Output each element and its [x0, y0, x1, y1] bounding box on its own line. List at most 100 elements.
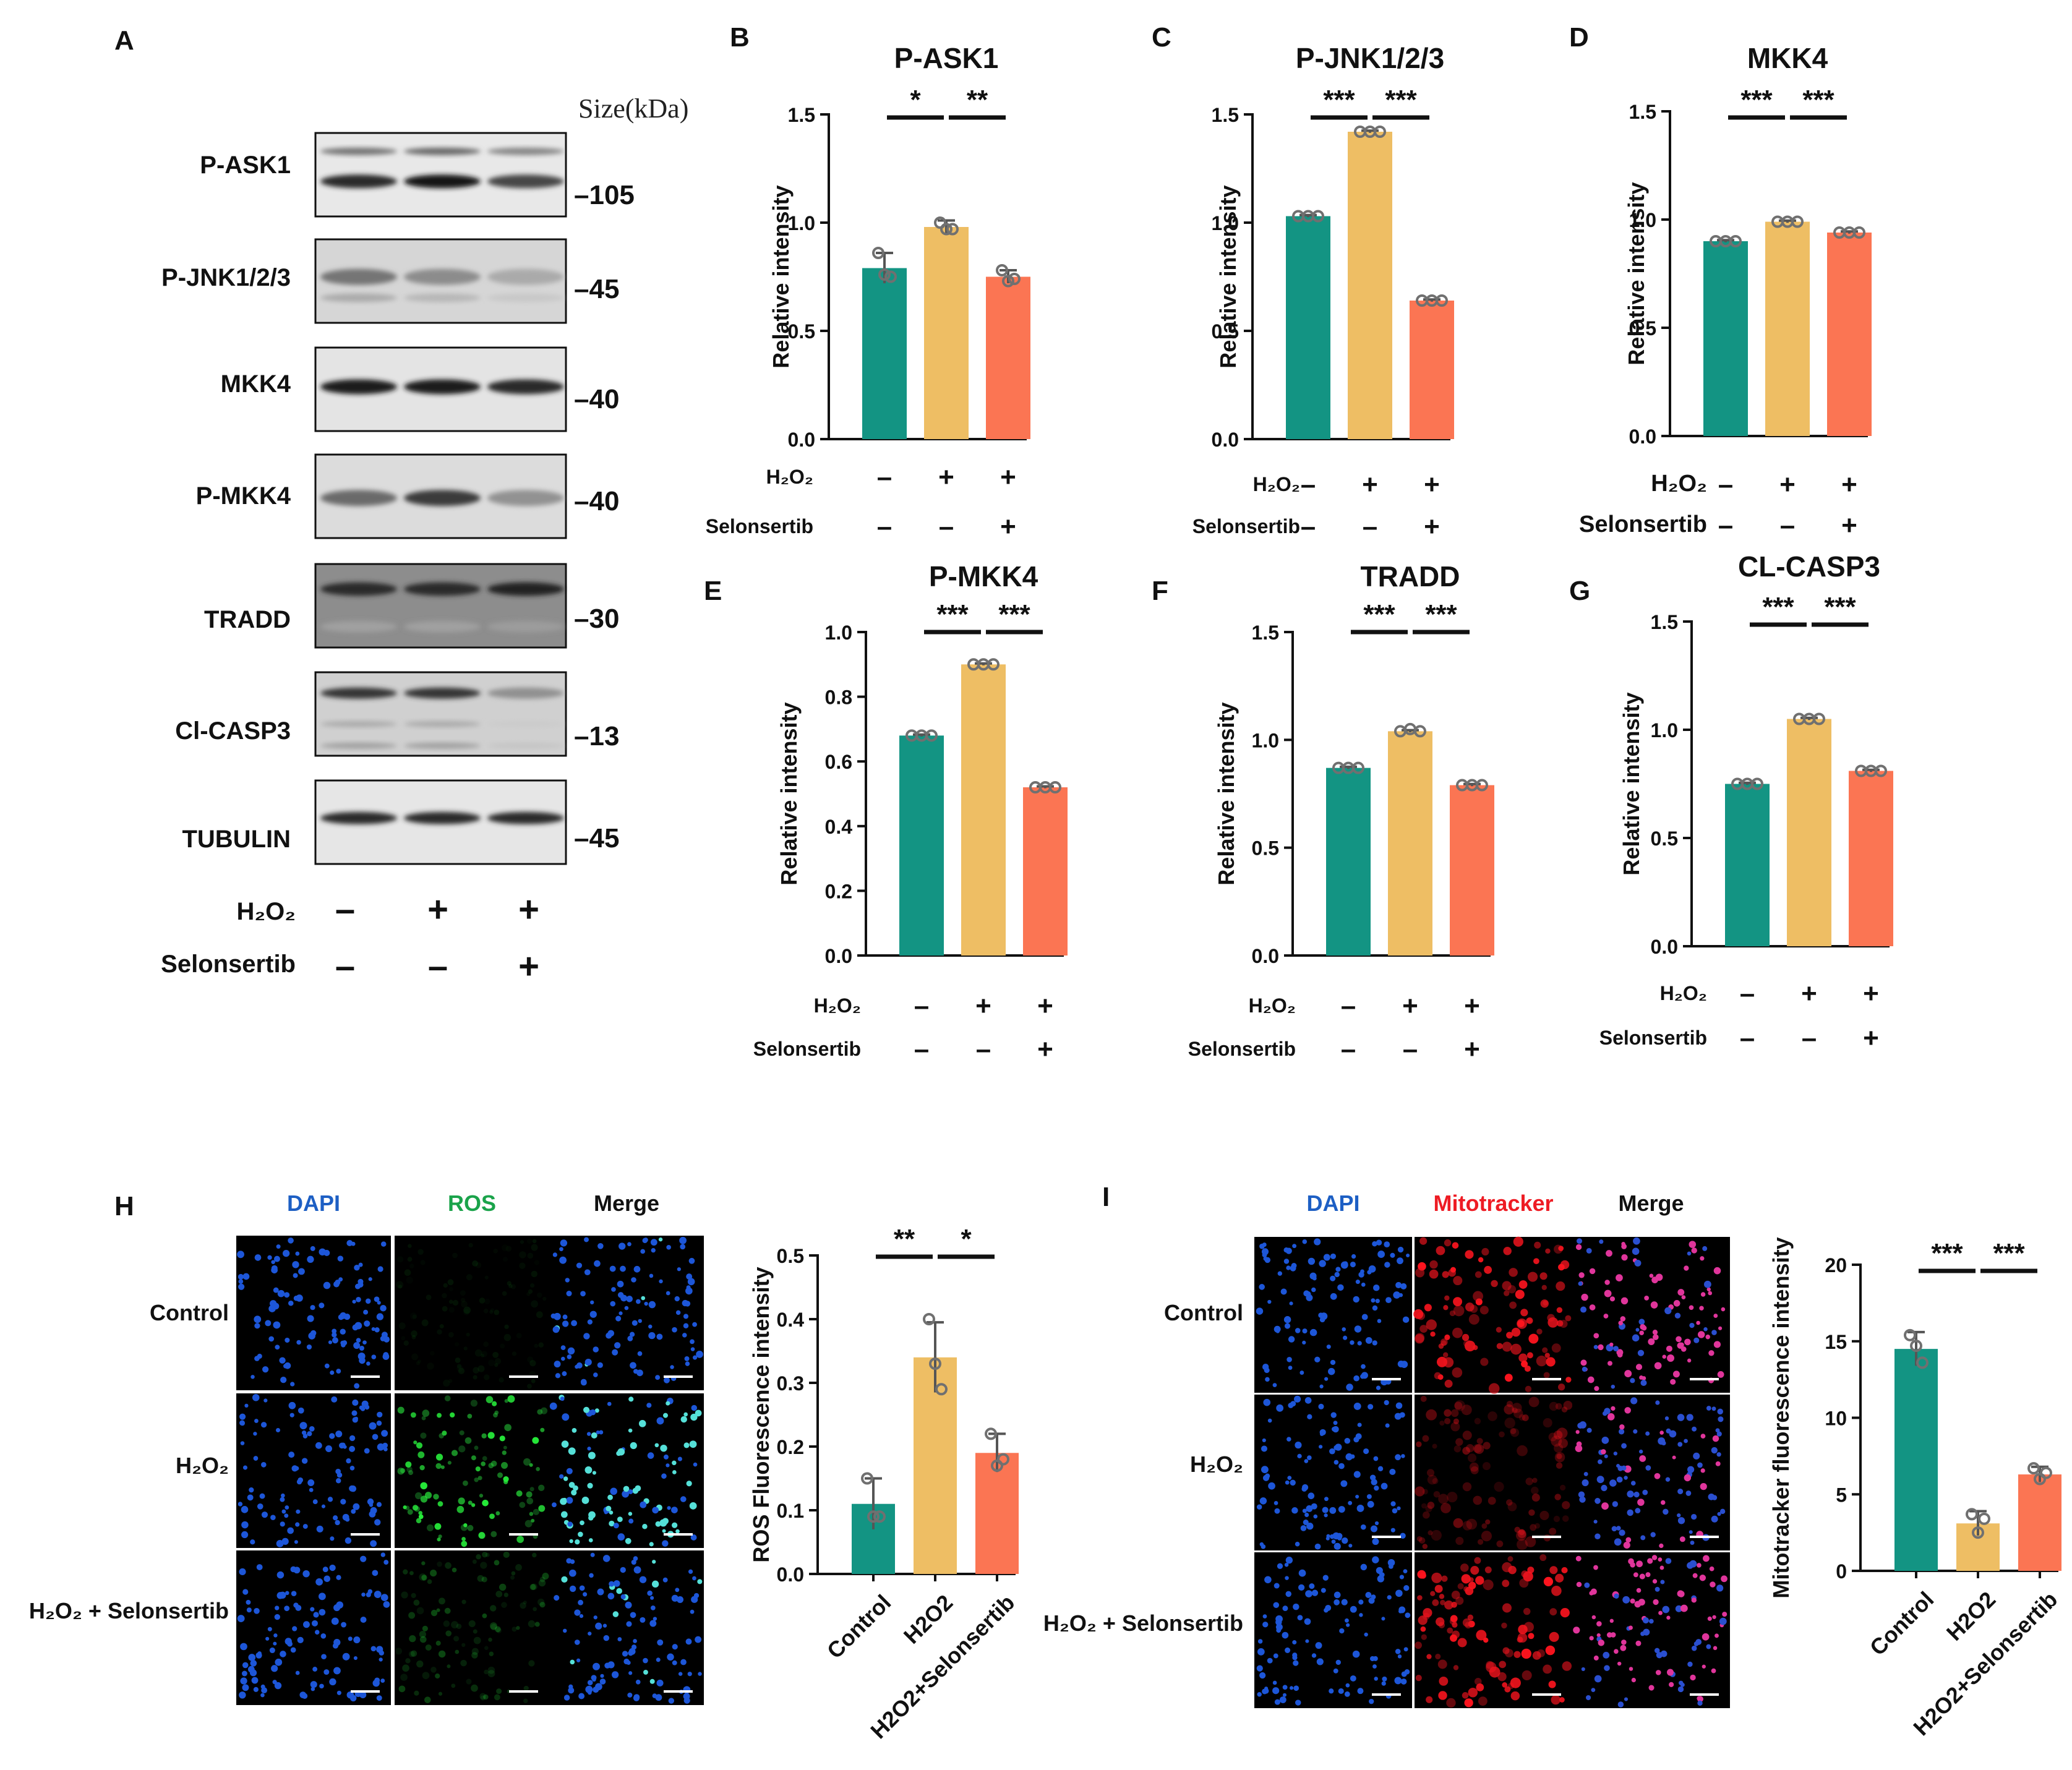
cell [482, 1500, 489, 1507]
cell [1382, 1676, 1387, 1682]
cell [1655, 1400, 1660, 1405]
cell [578, 1531, 583, 1537]
cell [1672, 1455, 1676, 1460]
cell [1548, 1432, 1557, 1442]
cell [1712, 1615, 1716, 1619]
cell [1476, 1630, 1487, 1641]
cell [1397, 1360, 1405, 1367]
selonsertib-label: Selonsertib [1579, 511, 1707, 537]
cell [409, 1263, 414, 1268]
cell [349, 1445, 356, 1452]
cell [460, 1524, 468, 1531]
cell [1517, 1539, 1528, 1550]
cell [1543, 1300, 1548, 1306]
cell [1635, 1364, 1643, 1370]
cell [593, 1346, 599, 1353]
chart-title: TRADD [1361, 560, 1460, 592]
cell [484, 1275, 489, 1280]
cell [1645, 1572, 1651, 1578]
cell [1454, 1400, 1465, 1411]
cell [461, 1301, 468, 1308]
cell [583, 1333, 590, 1340]
cell [620, 1594, 626, 1600]
cell [668, 1698, 675, 1704]
cell [1461, 1574, 1471, 1584]
cell [1632, 1334, 1640, 1342]
cell [407, 1509, 413, 1515]
cell [1302, 1328, 1308, 1334]
cell [1692, 1426, 1697, 1432]
y-axis-label: Relative intensity [1619, 692, 1644, 875]
cell [628, 1511, 633, 1516]
cell [503, 1333, 512, 1341]
data-point [923, 1313, 935, 1325]
cell [348, 1636, 353, 1641]
bar [1787, 719, 1831, 946]
cell [1666, 1615, 1671, 1620]
cell [1593, 1333, 1599, 1339]
cell [1453, 1518, 1463, 1528]
cell [1697, 1696, 1703, 1703]
cell [271, 1260, 275, 1264]
cell [1455, 1438, 1463, 1446]
microscopy-row-label: Control [150, 1300, 229, 1325]
cell [1644, 1296, 1650, 1301]
cell [683, 1697, 690, 1704]
cell [1279, 1696, 1286, 1703]
cell [1580, 1359, 1587, 1366]
cell [1384, 1262, 1390, 1268]
cell [1689, 1241, 1697, 1248]
cell [290, 1647, 296, 1653]
cell [340, 1499, 346, 1505]
cell [1549, 1528, 1557, 1536]
cell [569, 1585, 576, 1593]
selonsertib-sign: + [1424, 511, 1440, 542]
cell [414, 1690, 419, 1696]
cell [291, 1591, 297, 1596]
cell [1559, 1484, 1566, 1491]
cell [411, 1330, 417, 1337]
selonsertib-sign: – [1363, 511, 1377, 542]
h2o2-sign: + [1402, 991, 1418, 1021]
cell [376, 1313, 384, 1320]
cell [559, 1256, 567, 1264]
cell [1645, 1465, 1651, 1471]
cell [1333, 1668, 1338, 1674]
cell [368, 1277, 372, 1281]
blot-band [320, 268, 397, 285]
cell [1589, 1636, 1594, 1641]
blot-protein-label: MKK4 [221, 370, 291, 398]
cell [1677, 1517, 1685, 1524]
cell [531, 1583, 537, 1591]
cell [473, 1636, 481, 1644]
cell [572, 1427, 577, 1433]
blot-band [404, 293, 481, 302]
cell [504, 1424, 512, 1432]
cell [1542, 1347, 1548, 1353]
blot-row: TRADD –30 [204, 563, 619, 649]
cell [1551, 1435, 1562, 1447]
cell [301, 1458, 308, 1464]
cell [1287, 1476, 1292, 1480]
cell [1711, 1447, 1718, 1454]
cell [1649, 1273, 1654, 1278]
cell [371, 1327, 375, 1332]
cell [1314, 1543, 1321, 1550]
cell [504, 1324, 509, 1330]
cell [633, 1265, 641, 1273]
cell [1309, 1583, 1315, 1589]
cell [1627, 1490, 1634, 1498]
y-tick-label: 20 [1825, 1254, 1847, 1276]
cell [590, 1552, 595, 1557]
cell [1513, 1651, 1521, 1658]
cell [685, 1638, 692, 1645]
cell [443, 1620, 450, 1627]
cell [560, 1239, 568, 1247]
microscopy-column-title: Merge [594, 1191, 659, 1216]
cell [1628, 1625, 1633, 1630]
cell [268, 1305, 276, 1312]
cell [1417, 1595, 1423, 1601]
significance-label: *** [1762, 592, 1794, 622]
cell [288, 1300, 294, 1306]
